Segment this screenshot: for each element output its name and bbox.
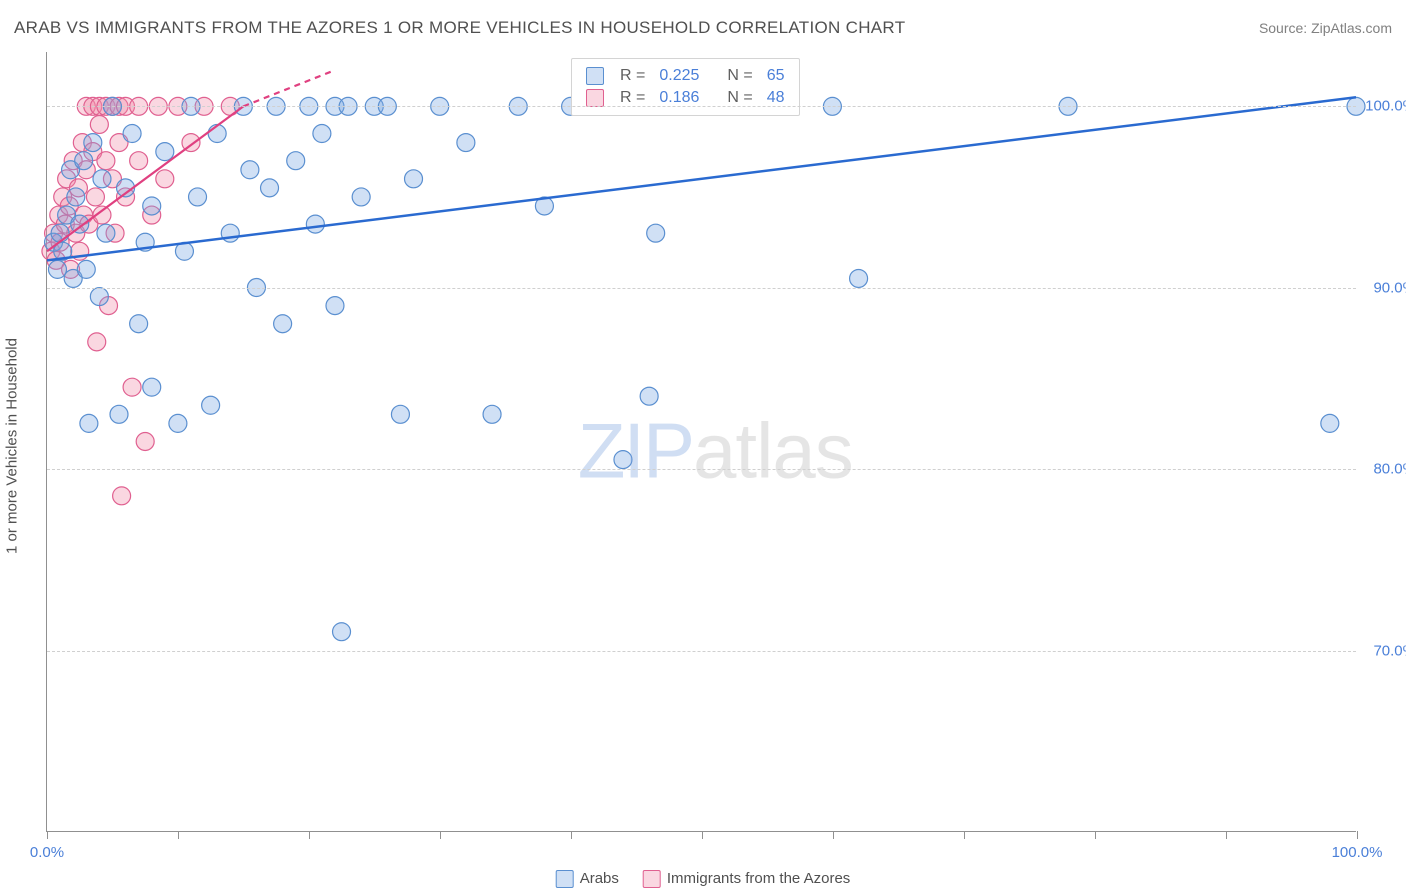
data-point bbox=[123, 378, 141, 396]
gridline bbox=[47, 651, 1356, 652]
data-point bbox=[333, 623, 351, 641]
data-point bbox=[391, 405, 409, 423]
data-point bbox=[169, 414, 187, 432]
data-point bbox=[51, 224, 69, 242]
x-tick bbox=[702, 831, 703, 839]
scatter-svg bbox=[47, 52, 1356, 831]
data-point bbox=[202, 396, 220, 414]
data-point bbox=[123, 125, 141, 143]
data-point bbox=[136, 433, 154, 451]
data-point bbox=[48, 260, 66, 278]
x-tick bbox=[571, 831, 572, 839]
data-point bbox=[77, 260, 95, 278]
y-axis-label: 1 or more Vehicles in Household bbox=[4, 338, 21, 554]
data-point bbox=[261, 179, 279, 197]
chart-title: ARAB VS IMMIGRANTS FROM THE AZORES 1 OR … bbox=[14, 18, 905, 38]
data-point bbox=[156, 143, 174, 161]
legend-item-arabs: Arabs bbox=[556, 870, 619, 888]
data-point bbox=[71, 215, 89, 233]
data-point bbox=[274, 315, 292, 333]
data-point bbox=[75, 152, 93, 170]
data-point bbox=[130, 315, 148, 333]
x-tick bbox=[1095, 831, 1096, 839]
chart-source: Source: ZipAtlas.com bbox=[1259, 20, 1392, 36]
data-point bbox=[88, 333, 106, 351]
data-point bbox=[241, 161, 259, 179]
trend-line bbox=[47, 97, 1356, 260]
data-point bbox=[90, 115, 108, 133]
x-tick bbox=[1357, 831, 1358, 839]
x-tick bbox=[440, 831, 441, 839]
data-point bbox=[457, 134, 475, 152]
data-point bbox=[850, 269, 868, 287]
data-point bbox=[97, 152, 115, 170]
data-point bbox=[93, 170, 111, 188]
gridline bbox=[47, 288, 1356, 289]
data-point bbox=[287, 152, 305, 170]
y-tick-label: 70.0% bbox=[1361, 642, 1406, 659]
data-point bbox=[84, 134, 102, 152]
data-point bbox=[483, 405, 501, 423]
gridline bbox=[47, 106, 1356, 107]
data-point bbox=[326, 297, 344, 315]
data-point bbox=[113, 487, 131, 505]
x-tick bbox=[964, 831, 965, 839]
data-point bbox=[306, 215, 324, 233]
swatch bbox=[586, 89, 604, 107]
data-point bbox=[130, 152, 148, 170]
gridline bbox=[47, 469, 1356, 470]
x-tick-label: 100.0% bbox=[1332, 844, 1383, 861]
data-point bbox=[189, 188, 207, 206]
legend-bottom: Arabs Immigrants from the Azores bbox=[556, 870, 851, 888]
x-tick bbox=[1226, 831, 1227, 839]
y-tick-label: 100.0% bbox=[1361, 98, 1406, 115]
data-point bbox=[352, 188, 370, 206]
data-point bbox=[86, 188, 104, 206]
data-point bbox=[80, 414, 98, 432]
data-point bbox=[143, 197, 161, 215]
data-point bbox=[143, 378, 161, 396]
data-point bbox=[97, 224, 115, 242]
data-point bbox=[647, 224, 665, 242]
data-point bbox=[405, 170, 423, 188]
data-point bbox=[614, 451, 632, 469]
x-tick bbox=[833, 831, 834, 839]
data-point bbox=[208, 125, 226, 143]
chart-header: ARAB VS IMMIGRANTS FROM THE AZORES 1 OR … bbox=[14, 18, 1392, 38]
data-point bbox=[90, 288, 108, 306]
swatch-azores bbox=[643, 870, 661, 888]
y-tick-label: 90.0% bbox=[1361, 279, 1406, 296]
swatch-arabs bbox=[556, 870, 574, 888]
x-tick bbox=[47, 831, 48, 839]
x-tick-label: 0.0% bbox=[30, 844, 64, 861]
x-tick bbox=[309, 831, 310, 839]
data-point bbox=[67, 188, 85, 206]
x-tick bbox=[178, 831, 179, 839]
stats-row: R =0.225N =65 bbox=[586, 65, 785, 87]
plot-area: ZIPatlas R =0.225N =65R =0.186N =48 70.0… bbox=[46, 52, 1356, 832]
trend-line bbox=[243, 70, 335, 106]
y-tick-label: 80.0% bbox=[1361, 461, 1406, 478]
data-point bbox=[640, 387, 658, 405]
legend-item-azores: Immigrants from the Azores bbox=[643, 870, 850, 888]
swatch bbox=[586, 67, 604, 85]
data-point bbox=[313, 125, 331, 143]
data-point bbox=[156, 170, 174, 188]
data-point bbox=[110, 405, 128, 423]
data-point bbox=[1321, 414, 1339, 432]
